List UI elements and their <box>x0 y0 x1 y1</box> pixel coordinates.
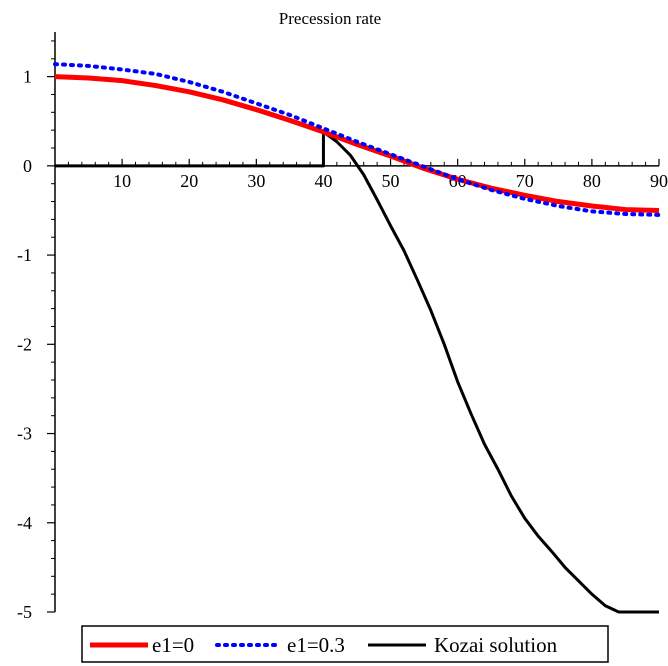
x-tick-label: 20 <box>180 171 198 191</box>
y-tick-label: -2 <box>17 334 32 354</box>
x-tick-label: 70 <box>516 171 534 191</box>
axes <box>54 32 659 612</box>
y-tick-label: -5 <box>17 602 32 622</box>
legend-label-e1-0: e1=0 <box>152 633 194 657</box>
x-tick-label: 10 <box>113 171 131 191</box>
y-tick-label: 0 <box>23 156 32 176</box>
x-tick-label: 40 <box>314 171 332 191</box>
x-tick-label: 30 <box>247 171 265 191</box>
series-line-e1-0 <box>54 74 660 213</box>
legend-box <box>81 625 609 663</box>
y-tick-label: 1 <box>23 67 32 87</box>
y-ticks: 1 0 -1 -2 -3 -4 -5 <box>17 40 55 622</box>
x-tick-label: 80 <box>583 171 601 191</box>
legend-label-kozai: Kozai solution <box>434 633 558 657</box>
series-layer <box>53 62 661 614</box>
legend: e1=0 e1=0.3 Kozai solution <box>81 625 609 663</box>
y-tick-label: -4 <box>17 513 32 533</box>
legend-label-e1-0-3: e1=0.3 <box>287 633 345 657</box>
y-tick-label: -3 <box>17 424 32 444</box>
series-line-e1-0-3 <box>53 62 661 217</box>
series-line-kozai-solution <box>55 130 659 614</box>
y-tick-label: -1 <box>17 245 32 265</box>
x-tick-label: 90 <box>650 171 668 191</box>
x-tick-label: 50 <box>382 171 400 191</box>
chart-title: Precession rate <box>279 9 381 28</box>
